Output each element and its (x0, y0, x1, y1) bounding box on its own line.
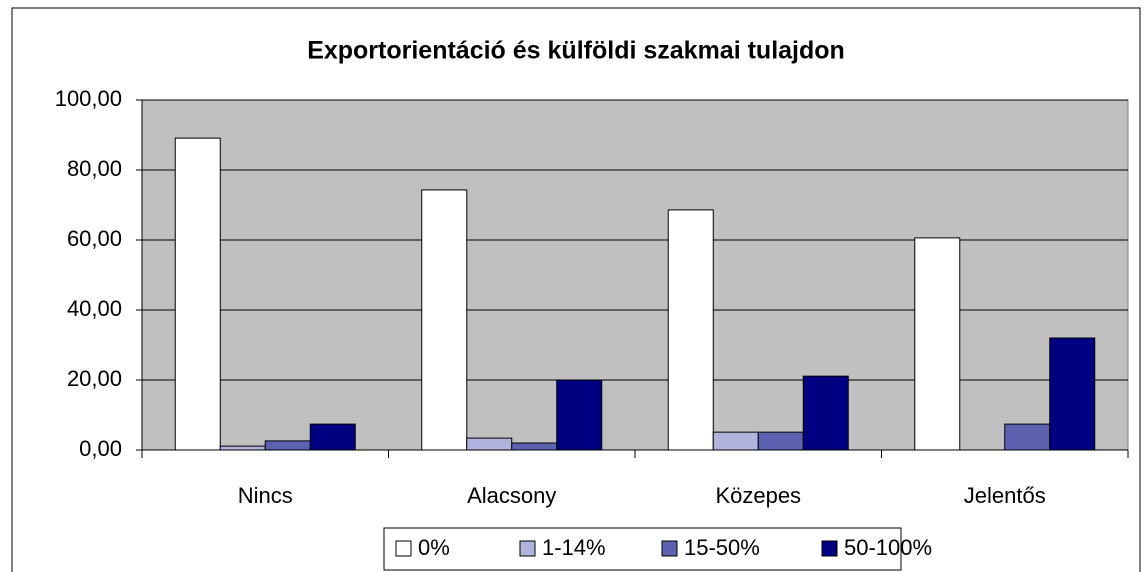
bar (511, 442, 558, 451)
chart-title: Exportorientáció és külföldi szakmai tul… (307, 37, 845, 65)
x-tick-label: Nincs (238, 483, 293, 508)
y-tick-label: 100,00 (55, 86, 122, 111)
bar (914, 237, 961, 451)
bar (264, 440, 311, 451)
x-tick-label: Jelentős (964, 483, 1046, 508)
legend-swatch (661, 540, 678, 557)
y-tick-label: 80,00 (67, 156, 122, 181)
legend-swatch (395, 540, 412, 557)
bar (219, 445, 266, 451)
legend-label: 0% (418, 535, 450, 560)
x-tick-label: Közepes (715, 483, 801, 508)
legend-swatch (821, 540, 838, 557)
y-tick-label: 40,00 (67, 296, 122, 321)
y-tick-label: 0,00 (79, 436, 122, 461)
legend-box (383, 527, 902, 571)
legend-label: 15-50% (684, 535, 760, 560)
bar (802, 375, 849, 451)
bar (1049, 337, 1096, 451)
bar (421, 189, 468, 451)
legend-swatch (519, 540, 536, 557)
bar (309, 423, 356, 451)
bar (667, 209, 714, 451)
bar (712, 431, 759, 451)
legend-label: 50-100% (844, 535, 932, 560)
plot-area (141, 99, 1129, 451)
bar (757, 431, 804, 451)
bar (556, 379, 603, 451)
x-tick-label: Alacsony (467, 483, 556, 508)
y-tick-label: 20,00 (67, 366, 122, 391)
legend-label: 1-14% (542, 535, 606, 560)
bar (174, 137, 221, 451)
y-tick-label: 60,00 (67, 226, 122, 251)
bar (1004, 423, 1051, 451)
bar (466, 437, 513, 451)
